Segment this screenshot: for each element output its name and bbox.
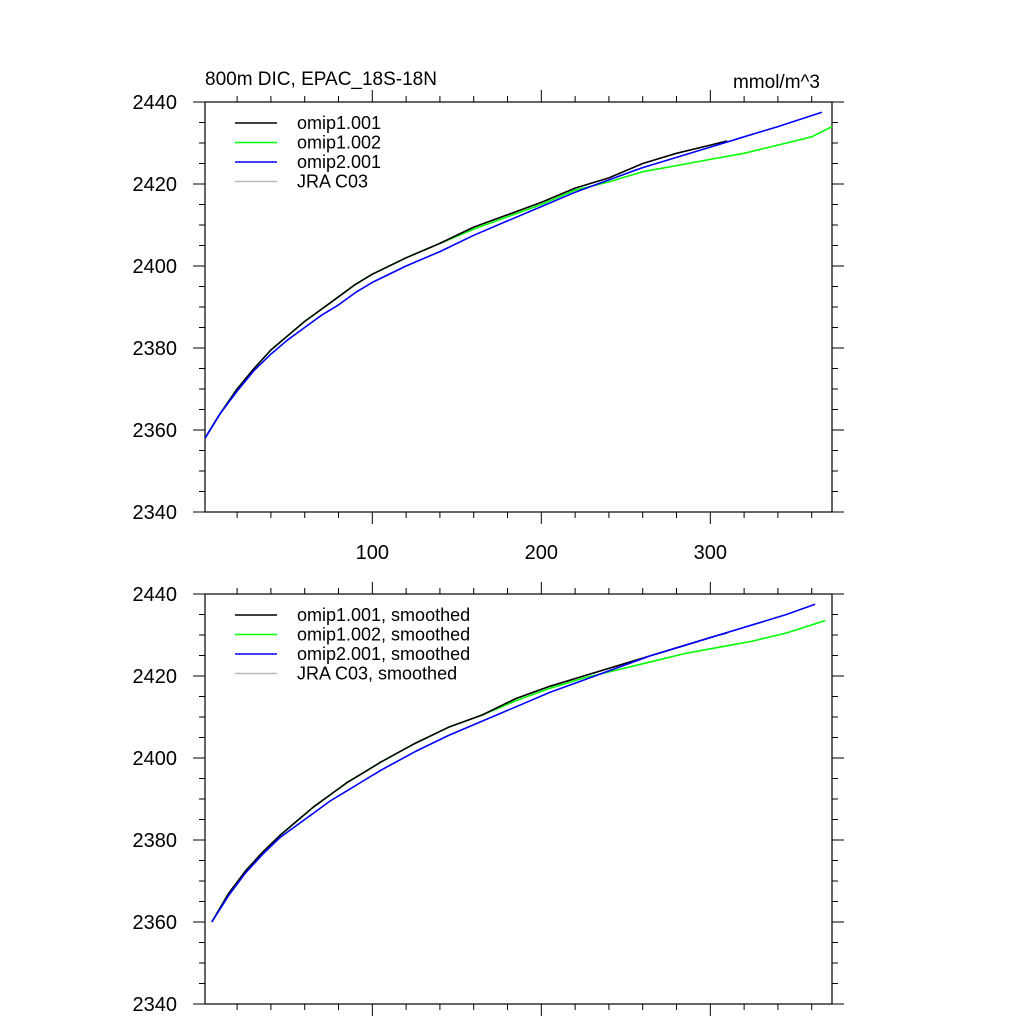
y-tick-label: 2440 bbox=[133, 92, 178, 114]
y-tick-label: 2400 bbox=[133, 256, 178, 278]
y-tick-label: 2440 bbox=[133, 584, 178, 606]
legend-label: omip1.001 bbox=[297, 113, 381, 133]
series-line-omip1-001-smoothed bbox=[211, 632, 728, 923]
x-tick-label: 200 bbox=[525, 542, 558, 564]
y-tick-label: 2340 bbox=[133, 994, 178, 1016]
legend-label: omip2.001 bbox=[297, 152, 381, 172]
units-label: mmol/m^3 bbox=[733, 72, 820, 93]
legend-label: omip1.001, smoothed bbox=[297, 605, 470, 625]
top-panel: 2340 2360 2380 2400 2420 2440 100 200 300 omip1.0… bbox=[133, 90, 844, 564]
bottom-panel: 2340 2360 2380 2400 2420 2440 omip1.001, smoot… bbox=[133, 582, 844, 1016]
legend-label: omip1.002, smoothed bbox=[297, 625, 470, 645]
y-tick-label: 2360 bbox=[133, 420, 178, 442]
y-tick-label: 2420 bbox=[133, 174, 178, 196]
x-tick-label: 100 bbox=[356, 542, 389, 564]
series-line-omip1-001 bbox=[204, 140, 728, 439]
legend-label: omip2.001, smoothed bbox=[297, 644, 470, 664]
series-line-omip2-001 bbox=[204, 111, 823, 439]
y-tick-label: 2420 bbox=[133, 666, 178, 688]
y-tick-label: 2360 bbox=[133, 912, 178, 934]
legend-label: omip1.002 bbox=[297, 133, 381, 153]
legend-label: JRA C03, smoothed bbox=[297, 664, 457, 684]
series-line-omip2-001-smoothed bbox=[211, 603, 816, 923]
y-tick-label: 2400 bbox=[133, 748, 178, 770]
x-tick-label: 300 bbox=[694, 542, 727, 564]
y-tick-label: 2380 bbox=[133, 830, 178, 852]
legend-label: JRA C03 bbox=[297, 172, 368, 192]
y-tick-label: 2340 bbox=[133, 502, 178, 524]
y-tick-label: 2380 bbox=[133, 338, 178, 360]
plot-title: 800m DIC, EPAC_18S-18N bbox=[205, 69, 437, 90]
